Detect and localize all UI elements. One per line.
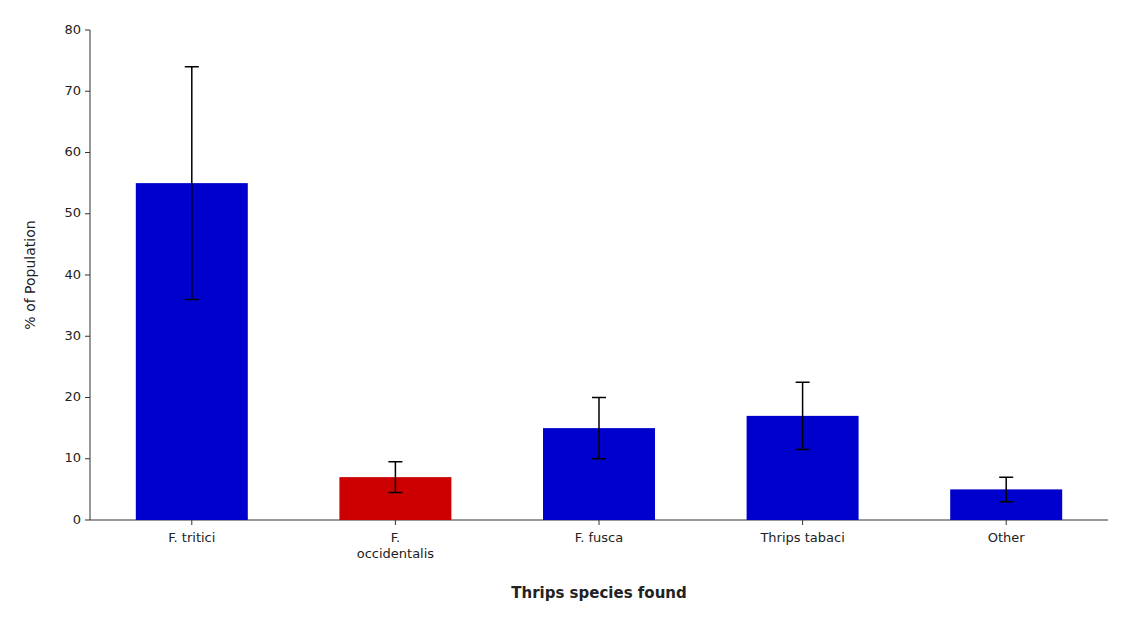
error-bar [796, 382, 810, 449]
x-tick-label: F. tritici [168, 530, 215, 545]
x-tick [191, 520, 192, 525]
y-axis-label: % of Population [22, 220, 38, 329]
y-tick [85, 91, 90, 92]
x-axis-label: Thrips species found [511, 584, 686, 602]
x-tick-label: F.occidentalis [357, 530, 435, 561]
y-tick-label: 30 [64, 328, 81, 343]
y-tick [85, 336, 90, 337]
error-bar [185, 67, 199, 300]
y-tick [85, 397, 90, 398]
y-tick-label: 40 [64, 267, 81, 282]
error-bar [388, 462, 402, 493]
x-tick [1006, 520, 1007, 525]
y-axis: 0 10 20 30 40 50 60 70 80 [64, 22, 90, 527]
x-axis: F. tritici F.occidentalis F. fusca Thrips t… [90, 520, 1108, 561]
y-tick-label: 70 [64, 83, 81, 98]
y-tick [85, 30, 90, 31]
error-bar [592, 398, 606, 459]
y-tick-label: 10 [64, 450, 81, 465]
x-tick [395, 520, 396, 525]
y-tick [85, 458, 90, 459]
y-tick [85, 152, 90, 153]
y-tick-label: 20 [64, 389, 81, 404]
x-tick-label: Other [988, 530, 1026, 545]
chart: 0 10 20 30 40 50 60 70 80 % of Population F. triti… [0, 0, 1138, 620]
y-tick-label: 60 [64, 144, 81, 159]
x-tick [599, 520, 600, 525]
y-tick [85, 520, 90, 521]
x-tick-label: F. fusca [575, 530, 623, 545]
y-tick [85, 213, 90, 214]
plot-area [136, 67, 1062, 520]
y-tick-label: 50 [64, 205, 81, 220]
y-tick [85, 275, 90, 276]
x-tick-label: Thrips tabaci [759, 530, 844, 545]
x-tick [802, 520, 803, 525]
error-bar [999, 477, 1013, 502]
y-tick-label: 0 [73, 512, 81, 527]
y-tick-label: 80 [64, 22, 81, 37]
